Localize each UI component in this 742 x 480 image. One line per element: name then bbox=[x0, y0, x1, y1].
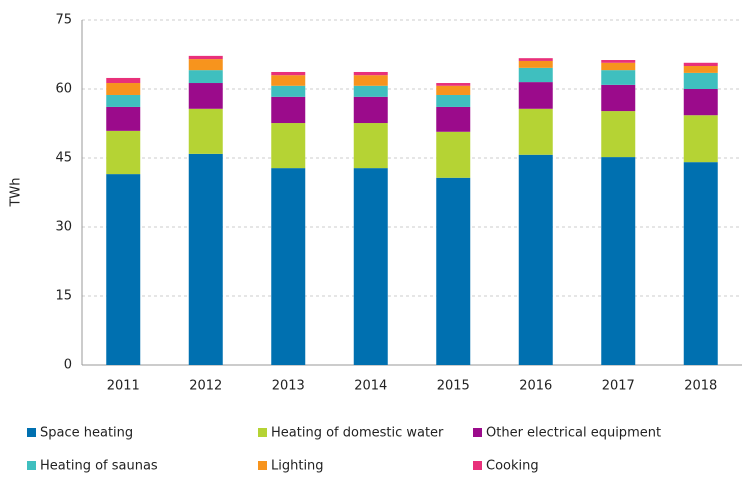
bar-segment bbox=[353, 96, 388, 124]
bar-segment bbox=[436, 131, 471, 178]
bar-segment bbox=[436, 83, 471, 86]
bar-segment bbox=[353, 123, 388, 169]
bar-segment bbox=[106, 130, 141, 175]
y-tick-label: 15 bbox=[55, 289, 72, 304]
bar-segment bbox=[353, 85, 388, 97]
y-tick-label: 0 bbox=[64, 358, 72, 373]
bar-segment bbox=[353, 75, 388, 86]
legend-swatch bbox=[27, 428, 36, 437]
bar-segment bbox=[436, 94, 471, 107]
bar-segment bbox=[106, 174, 141, 365]
bar-segment bbox=[601, 84, 636, 112]
bar-segment bbox=[188, 55, 223, 60]
legend-label: Space heating bbox=[40, 426, 133, 441]
bar-segment bbox=[106, 106, 141, 131]
bar-segment bbox=[683, 89, 718, 116]
bar-segment bbox=[601, 157, 636, 365]
bar-segment bbox=[271, 168, 306, 365]
x-tick-label: 2014 bbox=[354, 379, 387, 394]
legend-swatch bbox=[258, 428, 267, 437]
bar-segment bbox=[188, 59, 223, 71]
bar-segment bbox=[683, 66, 718, 73]
bar-segment bbox=[601, 111, 636, 158]
legend-label: Heating of saunas bbox=[40, 459, 158, 474]
bar-segment bbox=[518, 60, 553, 68]
legend-label: Other electrical equipment bbox=[486, 426, 661, 441]
x-tick-label: 2018 bbox=[684, 379, 717, 394]
bar-segment bbox=[436, 106, 471, 132]
bar-segment bbox=[436, 177, 471, 365]
x-tick-label: 2011 bbox=[107, 379, 140, 394]
bar-segment bbox=[518, 82, 553, 109]
bar-segment bbox=[601, 62, 636, 71]
x-tick-label: 2017 bbox=[602, 379, 635, 394]
bar-segment bbox=[518, 108, 553, 155]
bar-segment bbox=[271, 96, 306, 124]
legend-swatch bbox=[258, 461, 267, 470]
bar-segment bbox=[683, 62, 718, 66]
bar-segment bbox=[188, 70, 223, 84]
bar-segment bbox=[518, 67, 553, 83]
x-tick-label: 2015 bbox=[437, 379, 470, 394]
bar-segment bbox=[188, 108, 223, 154]
bar-segment bbox=[601, 70, 636, 85]
bar-segment bbox=[353, 71, 388, 76]
x-tick-label: 2013 bbox=[272, 379, 305, 394]
bar-segment bbox=[353, 168, 388, 365]
bar-segment bbox=[106, 77, 141, 84]
y-tick-label: 75 bbox=[55, 13, 72, 28]
bar-segment bbox=[188, 83, 223, 109]
bar-segment bbox=[436, 85, 471, 95]
legend-label: Heating of domestic water bbox=[271, 426, 444, 441]
bar-segment bbox=[518, 154, 553, 365]
bar-segment bbox=[271, 123, 306, 169]
bar-segment bbox=[271, 85, 306, 97]
legend-swatch bbox=[473, 461, 482, 470]
y-tick-label: 45 bbox=[55, 151, 72, 166]
y-axis-label: TWh bbox=[9, 177, 24, 207]
bar-segment bbox=[683, 115, 718, 163]
x-tick-label: 2016 bbox=[519, 379, 552, 394]
bar-segment bbox=[601, 60, 636, 63]
legend-label: Cooking bbox=[486, 459, 539, 474]
y-tick-label: 60 bbox=[55, 82, 72, 97]
legend-label: Lighting bbox=[271, 459, 324, 474]
bar-segment bbox=[106, 94, 141, 107]
bar-segment bbox=[188, 153, 223, 365]
y-tick-label: 30 bbox=[55, 220, 72, 235]
legend-swatch bbox=[473, 428, 482, 437]
legend-swatch bbox=[27, 461, 36, 470]
bar-segment bbox=[683, 72, 718, 89]
bar-segment bbox=[106, 83, 141, 95]
x-tick-label: 2012 bbox=[189, 379, 222, 394]
bar-segment bbox=[271, 75, 306, 86]
bar-segment bbox=[683, 162, 718, 365]
bar-segment bbox=[518, 58, 553, 61]
bar-segment bbox=[271, 71, 306, 76]
